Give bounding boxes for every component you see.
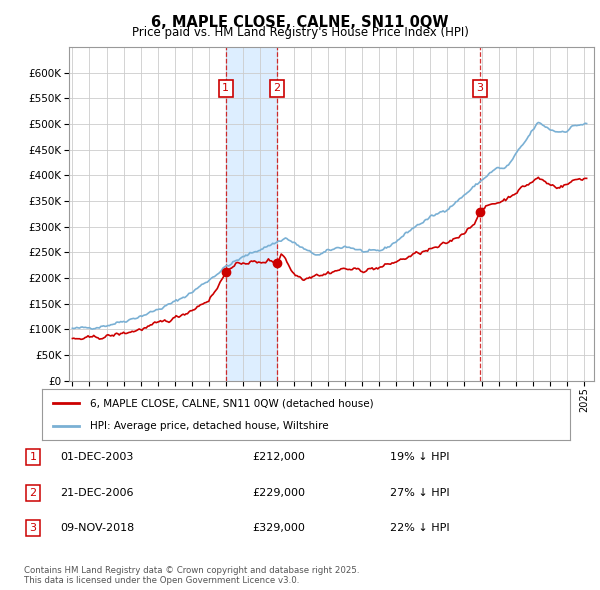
Text: 6, MAPLE CLOSE, CALNE, SN11 0QW: 6, MAPLE CLOSE, CALNE, SN11 0QW xyxy=(151,15,449,30)
Text: 6, MAPLE CLOSE, CALNE, SN11 0QW (detached house): 6, MAPLE CLOSE, CALNE, SN11 0QW (detache… xyxy=(89,398,373,408)
Text: 22% ↓ HPI: 22% ↓ HPI xyxy=(390,523,449,533)
Text: 3: 3 xyxy=(29,523,37,533)
Bar xyxy=(226,47,277,381)
Text: 01-DEC-2003: 01-DEC-2003 xyxy=(60,453,133,462)
Text: 21-DEC-2006: 21-DEC-2006 xyxy=(60,488,133,497)
Text: 09-NOV-2018: 09-NOV-2018 xyxy=(60,523,134,533)
Text: £229,000: £229,000 xyxy=(252,488,305,497)
Text: Price paid vs. HM Land Registry's House Price Index (HPI): Price paid vs. HM Land Registry's House … xyxy=(131,26,469,39)
Text: £329,000: £329,000 xyxy=(252,523,305,533)
Text: 1: 1 xyxy=(29,453,37,462)
Text: 3: 3 xyxy=(476,83,483,93)
Text: 2: 2 xyxy=(274,83,281,93)
Text: 19% ↓ HPI: 19% ↓ HPI xyxy=(390,453,449,462)
Text: 27% ↓ HPI: 27% ↓ HPI xyxy=(390,488,449,497)
Text: HPI: Average price, detached house, Wiltshire: HPI: Average price, detached house, Wilt… xyxy=(89,421,328,431)
Text: 2: 2 xyxy=(29,488,37,497)
Text: 1: 1 xyxy=(223,83,229,93)
Text: Contains HM Land Registry data © Crown copyright and database right 2025.
This d: Contains HM Land Registry data © Crown c… xyxy=(24,566,359,585)
Text: £212,000: £212,000 xyxy=(252,453,305,462)
